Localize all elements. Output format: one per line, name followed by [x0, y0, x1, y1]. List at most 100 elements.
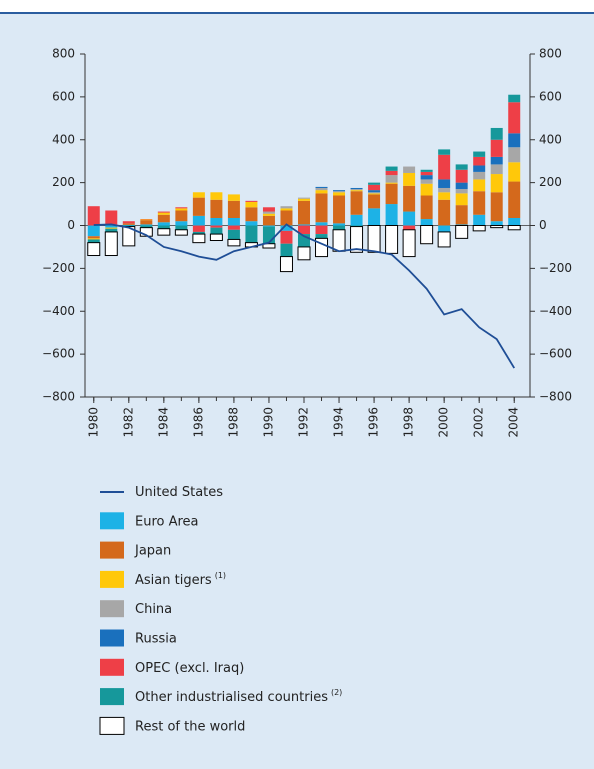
bar-segment — [385, 225, 399, 254]
x-tick-label: 1998 — [402, 407, 416, 438]
bar-segment — [245, 201, 258, 208]
legend-swatch — [100, 570, 124, 588]
bar-segment — [175, 221, 188, 226]
bar-segment — [455, 164, 468, 170]
x-tick-label: 2004 — [507, 407, 521, 438]
bar-segment — [508, 94, 521, 103]
legend-name: Rest of the world — [135, 719, 245, 734]
bar-segment — [315, 225, 328, 235]
bar-segment — [438, 192, 451, 200]
y2-tick-label: −600 — [539, 347, 572, 361]
bar-segment — [368, 194, 381, 209]
y-tick-label: 600 — [52, 89, 75, 103]
bar-segment — [140, 224, 153, 226]
bar-segment — [104, 231, 118, 257]
bar-segment — [368, 182, 381, 185]
bar-segment — [157, 214, 170, 223]
bar-segment — [333, 192, 346, 196]
bar-segment — [403, 211, 416, 226]
bar-segment — [420, 183, 433, 196]
bar-segment — [105, 228, 118, 232]
bar-segment — [210, 217, 223, 226]
bar-segment — [245, 200, 258, 202]
bar-segment — [192, 215, 205, 226]
bar-segment — [175, 225, 188, 230]
legend-swatch — [99, 716, 125, 735]
bar-segment — [245, 207, 258, 222]
legend-name: OPEC (excl. Iraq) — [135, 660, 244, 675]
bar-segment — [280, 206, 293, 209]
bar-segment — [192, 192, 205, 198]
x-tick-label: 1988 — [226, 407, 240, 438]
y-tick-label: 400 — [52, 132, 75, 146]
bar-segment — [350, 190, 363, 192]
bar-segment — [140, 220, 153, 225]
legend-name: Asian tigers — [135, 572, 212, 587]
bar-segment — [420, 219, 433, 226]
legend-label: Rest of the world — [135, 719, 245, 734]
bar-segment — [438, 187, 451, 193]
legend-name: United States — [135, 485, 223, 500]
legend-note: (2) — [331, 688, 342, 697]
bar-segment — [315, 186, 328, 188]
bar-segment — [385, 182, 398, 184]
bar-segment — [105, 225, 118, 228]
legend-swatch — [100, 600, 124, 618]
bar-segment — [210, 192, 223, 200]
x-tick-label: 1992 — [296, 407, 310, 438]
y2-tick-label: −400 — [539, 304, 572, 318]
bar-segment — [174, 229, 188, 236]
bar-segment — [368, 192, 381, 194]
legend-label: OPEC (excl. Iraq) — [135, 660, 244, 675]
bar-segment — [490, 156, 503, 165]
bar-segment — [245, 221, 258, 226]
legend-label: Other industrialised countries (2) — [135, 688, 342, 705]
bar-segment — [315, 190, 328, 194]
bar-segment — [192, 231, 205, 235]
bar-segment — [122, 225, 135, 227]
bar-segment — [280, 225, 293, 231]
legend-name: Euro Area — [135, 514, 199, 529]
bar-segment — [507, 225, 521, 231]
bar-segment — [87, 225, 100, 237]
bar-segment — [333, 223, 346, 226]
bar-segment — [508, 102, 521, 134]
bar-segment — [455, 169, 468, 183]
bar-segment — [385, 166, 398, 171]
bar-segment — [368, 208, 381, 226]
bar-segment — [157, 228, 171, 236]
bar-segment — [315, 234, 328, 239]
bar-segment — [192, 197, 205, 216]
bar-segment — [192, 233, 206, 244]
bar-segment — [122, 226, 136, 247]
bar-segment — [157, 222, 170, 226]
bar-segment — [105, 210, 118, 225]
bar-segment — [175, 208, 188, 211]
bar-segment — [210, 227, 223, 235]
legend-label: Russia — [135, 631, 177, 646]
bar-segment — [227, 225, 240, 230]
legend-label: Euro Area — [135, 514, 199, 529]
bar-segment — [333, 225, 346, 230]
y-tick-label: −600 — [42, 347, 75, 361]
bar-segment — [315, 222, 328, 226]
legend-swatch — [100, 541, 124, 559]
bar-segment — [87, 242, 101, 257]
bar-segment — [227, 200, 240, 218]
bar-segment — [455, 225, 469, 239]
bar-segment — [455, 224, 468, 226]
bar-segment — [508, 162, 521, 182]
bar-segment — [209, 233, 223, 242]
bar-segment — [262, 225, 275, 227]
bar-segment — [87, 236, 100, 239]
bar-segment — [280, 210, 293, 226]
y-tick-label: −800 — [42, 390, 75, 404]
bar-segment — [438, 154, 451, 180]
bar-segment — [315, 193, 328, 223]
bar-segment — [122, 221, 135, 224]
bar-segment — [403, 185, 416, 212]
bar-segment — [315, 187, 328, 191]
x-tick-label: 1990 — [261, 407, 275, 438]
bar-segment — [262, 226, 275, 244]
